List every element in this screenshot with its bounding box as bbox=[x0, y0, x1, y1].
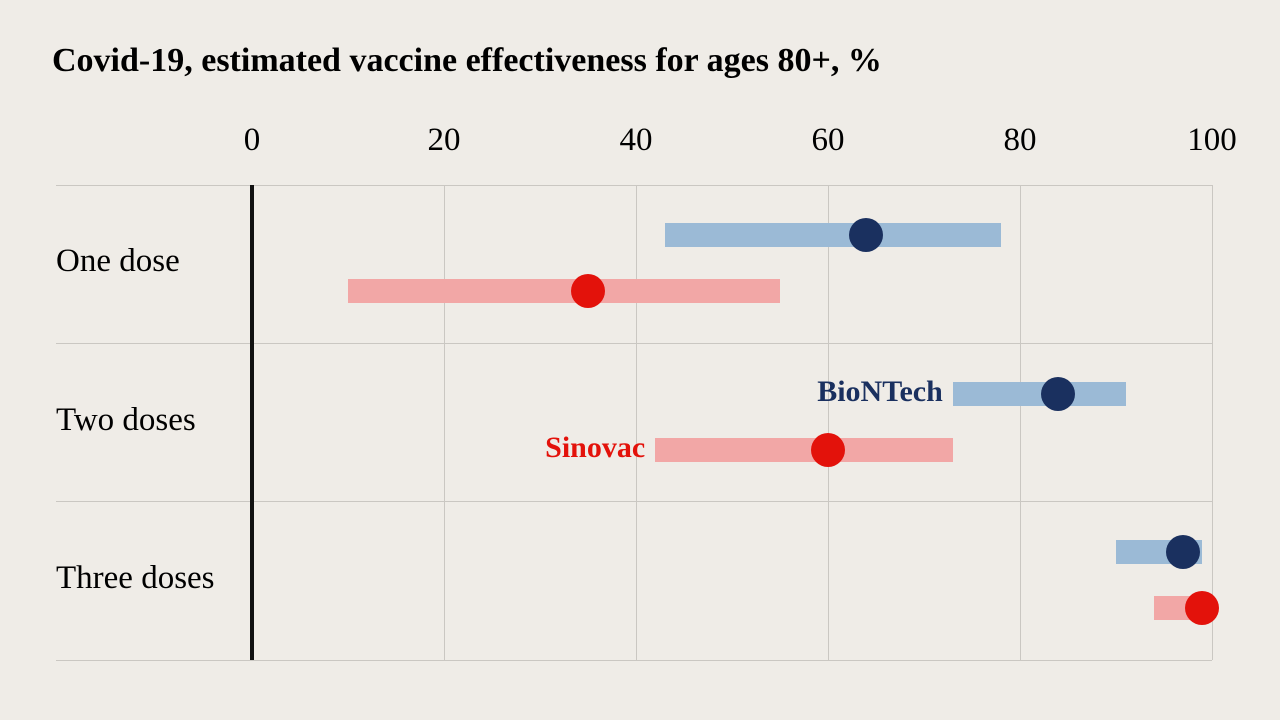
sinovac-point bbox=[1185, 591, 1219, 625]
row-label: One dose bbox=[56, 243, 180, 280]
x-gridline bbox=[828, 185, 829, 660]
x-gridline bbox=[444, 185, 445, 660]
x-gridline bbox=[636, 185, 637, 660]
row-divider bbox=[56, 185, 1212, 186]
biontech-point bbox=[1166, 535, 1200, 569]
sinovac-ci-bar bbox=[348, 279, 780, 303]
zero-line bbox=[250, 185, 254, 660]
row-divider bbox=[56, 660, 1212, 661]
sinovac-label: Sinovac bbox=[545, 431, 645, 465]
biontech-label: BioNTech bbox=[817, 375, 943, 409]
sinovac-ci-bar bbox=[655, 438, 953, 462]
vaccine-effectiveness-chart: Covid-19, estimated vaccine effectivenes… bbox=[0, 0, 1280, 720]
x-tick-label: 100 bbox=[1187, 122, 1237, 159]
biontech-ci-bar bbox=[953, 382, 1126, 406]
x-tick-label: 80 bbox=[1004, 122, 1037, 159]
x-tick-label: 40 bbox=[620, 122, 653, 159]
row-label: Two doses bbox=[56, 402, 196, 439]
biontech-ci-bar bbox=[665, 223, 1001, 247]
x-gridline bbox=[1212, 185, 1213, 660]
x-gridline bbox=[1020, 185, 1021, 660]
x-tick-label: 20 bbox=[428, 122, 461, 159]
sinovac-point bbox=[811, 433, 845, 467]
sinovac-point bbox=[571, 274, 605, 308]
x-tick-label: 0 bbox=[244, 122, 261, 159]
x-tick-label: 60 bbox=[812, 122, 845, 159]
biontech-point bbox=[849, 218, 883, 252]
biontech-point bbox=[1041, 377, 1075, 411]
row-divider bbox=[56, 343, 1212, 344]
row-divider bbox=[56, 501, 1212, 502]
row-label: Three doses bbox=[56, 560, 215, 597]
chart-title: Covid-19, estimated vaccine effectivenes… bbox=[52, 42, 882, 80]
